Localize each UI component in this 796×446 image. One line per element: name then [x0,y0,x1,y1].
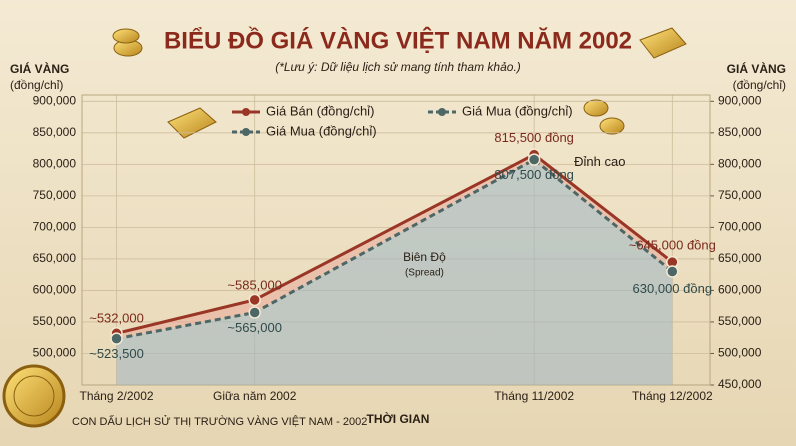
x-tick-label: Giữa năm 2002 [213,389,297,403]
data-label: 815,500 đồng [494,130,574,145]
y2-tick-label: 450,000 [718,377,762,391]
y2-tick-label: 650,000 [718,251,762,265]
chart-title: BIỂU ĐỒ GIÁ VÀNG VIỆT NAM NĂM 2002 [164,26,632,54]
y-tick-label: 900,000 [33,93,77,107]
data-point [110,332,123,345]
data-label: ~523,500 [89,346,144,361]
y-tick-label: 850,000 [33,125,77,139]
y-tick-label: 650,000 [33,251,77,265]
x-tick-label: Tháng 2/2002 [80,389,154,403]
buy-area [116,159,673,385]
data-label: 807,500 đồng [494,167,574,182]
y-tick-label: 550,000 [33,314,77,328]
y2-tick-label: 750,000 [718,188,762,202]
y2-axis-unit: (đồng/chỉ) [733,78,786,92]
y-tick-label: 800,000 [33,157,77,171]
y2-tick-label: 600,000 [718,283,762,297]
x-tick-label: Tháng 11/2002 [494,389,574,403]
y2-tick-label: 500,000 [718,346,762,360]
x-axis-label: THỜI GIAN [367,411,430,426]
legend-label: Giá Bán (đồng/chỉ) [266,103,374,118]
y-tick-label: 600,000 [33,283,77,297]
legend-label: Giá Mua (đồng/chỉ) [462,103,573,118]
data-label: ~585,000 [227,277,282,292]
annotation: (Spread) [405,268,444,279]
y-tick-label: 750,000 [33,188,77,202]
series-line [116,157,674,341]
legend-marker [242,108,250,116]
data-point [248,293,261,307]
y-axis-unit: (đồng/chỉ) [10,78,63,92]
y2-tick-label: 550,000 [718,314,762,328]
footer: CON DẤU LỊCH SỬ THỊ TRƯỜNG VÀNG VIỆT NAM… [72,415,367,428]
y-tick-label: 700,000 [33,220,77,234]
x-tick-label: Tháng 12/2002 [632,389,713,403]
y2-tick-label: 700,000 [718,220,762,234]
data-point [248,306,261,319]
y2-tick-label: 900,000 [718,93,762,107]
data-point [527,153,541,166]
annotation: Biên Độ [403,250,446,264]
y2-tick-label: 800,000 [718,157,762,171]
data-label: ~532,000 [89,311,144,326]
data-label: ~645,000 đồng [629,238,716,253]
data-point [666,265,679,278]
annotation: Đỉnh cao [574,154,625,169]
data-label: ~565,000 [227,320,282,335]
legend-marker [242,128,250,136]
data-label: 630,000 đồng [633,281,713,296]
subtitle: (*Lưu ý: Dữ liệu lịch sử mang tính tham … [275,60,521,74]
series-line [116,152,674,335]
legend-label: Giá Mua (đồng/chỉ) [266,123,377,138]
y-tick-label: 500,000 [33,346,77,360]
y2-tick-label: 850,000 [718,125,762,139]
legend-marker [438,108,446,116]
y2-axis-label: GIÁ VÀNG [727,61,786,76]
decoration [2,27,687,428]
y-axis-label: GIÁ VÀNG [10,61,69,76]
